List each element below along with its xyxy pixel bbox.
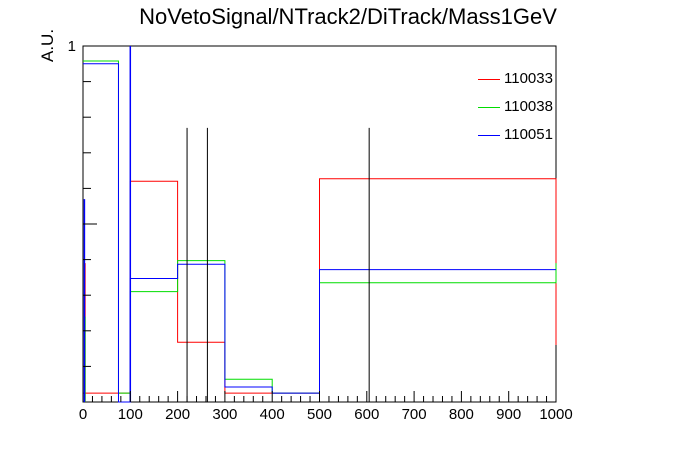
x-tick-label: 900 bbox=[496, 406, 521, 423]
x-tick-label: 1000 bbox=[539, 406, 572, 423]
x-tick-label: 0 bbox=[79, 406, 87, 423]
legend: 110033 110038 110051 bbox=[474, 66, 584, 150]
legend-label: 110051 bbox=[504, 126, 553, 143]
x-tick-label: 800 bbox=[449, 406, 474, 423]
legend-swatch bbox=[478, 107, 500, 108]
legend-item: 110038 bbox=[474, 94, 584, 122]
chart-title: NoVetoSignal/NTrack2/DiTrack/Mass1GeV bbox=[139, 4, 557, 29]
x-tick-label: 400 bbox=[260, 406, 285, 423]
legend-swatch bbox=[478, 79, 500, 80]
x-tick-label: 200 bbox=[165, 406, 190, 423]
legend-label: 110038 bbox=[504, 98, 553, 115]
x-tick-label: 500 bbox=[307, 406, 332, 423]
legend-label: 110033 bbox=[504, 70, 553, 87]
x-tick-label: 100 bbox=[118, 406, 143, 423]
y-tick-label: 1 bbox=[68, 38, 76, 55]
legend-item: 110033 bbox=[474, 66, 584, 94]
x-tick-label: 600 bbox=[354, 406, 379, 423]
x-tick-label: 700 bbox=[402, 406, 427, 423]
legend-item: 110051 bbox=[474, 122, 584, 150]
x-tick-label: 300 bbox=[212, 406, 237, 423]
legend-swatch bbox=[478, 135, 500, 136]
